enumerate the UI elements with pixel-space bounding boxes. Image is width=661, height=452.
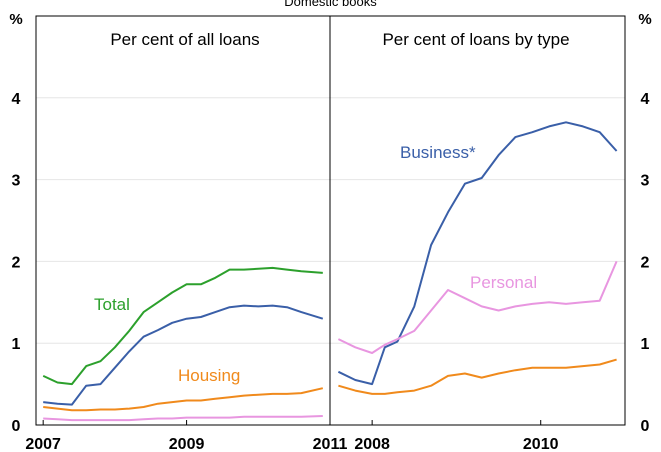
series-label-personal: Personal — [470, 273, 537, 292]
plot-frame — [35, 15, 626, 426]
chart-title: Domestic books — [284, 0, 377, 9]
x-tick-label-0-2011: 2011 — [313, 436, 348, 452]
panel-0-series-line-0 — [42, 266, 323, 386]
panel-0-series-line-1 — [43, 304, 324, 406]
y-tick-left-3: 3 — [12, 173, 21, 190]
y-tick-right-2: 2 — [641, 254, 650, 271]
y-tick-left-1: 1 — [12, 336, 21, 353]
series-label-housing: Housing — [178, 366, 240, 385]
panel-1-series-line-0 — [337, 121, 618, 386]
series-label-total: Total — [94, 295, 130, 314]
panel-1-title: Per cent of loans by type — [382, 30, 569, 49]
panel-0-title: Per cent of all loans — [110, 30, 259, 49]
y-tick-left-0: 0 — [12, 418, 21, 435]
series-label-business: Business* — [400, 143, 476, 162]
x-tick-label-0-2007: 2007 — [25, 436, 61, 452]
x-tick-labels: 2007 2009 2011 2008 2010 — [25, 436, 558, 452]
y-tick-right-0: 0 — [641, 418, 650, 435]
y-tick-right-3: 3 — [641, 173, 650, 190]
y-tick-left-4: 4 — [12, 91, 21, 108]
y-tick-right-4: 4 — [641, 91, 650, 108]
y-tick-left-2: 2 — [12, 254, 21, 271]
panel-0-series-line-3 — [43, 415, 323, 422]
series-lines — [42, 121, 618, 422]
x-tick-label-1-2008: 2008 — [354, 436, 390, 452]
panel-1-series-line-2 — [338, 358, 617, 395]
y-tick-right-1: 1 — [641, 336, 650, 353]
y-tick-labels: 0 0 1 1 2 2 3 3 4 4 — [12, 91, 650, 435]
y-unit-right: % — [638, 11, 651, 28]
panel-1-series-line-1 — [337, 261, 618, 354]
y-unit-left: % — [9, 11, 22, 28]
panel-0-series-line-2 — [43, 387, 324, 412]
x-tick-label-1-2010: 2010 — [523, 436, 559, 452]
x-tick-label-0-2009: 2009 — [169, 436, 205, 452]
